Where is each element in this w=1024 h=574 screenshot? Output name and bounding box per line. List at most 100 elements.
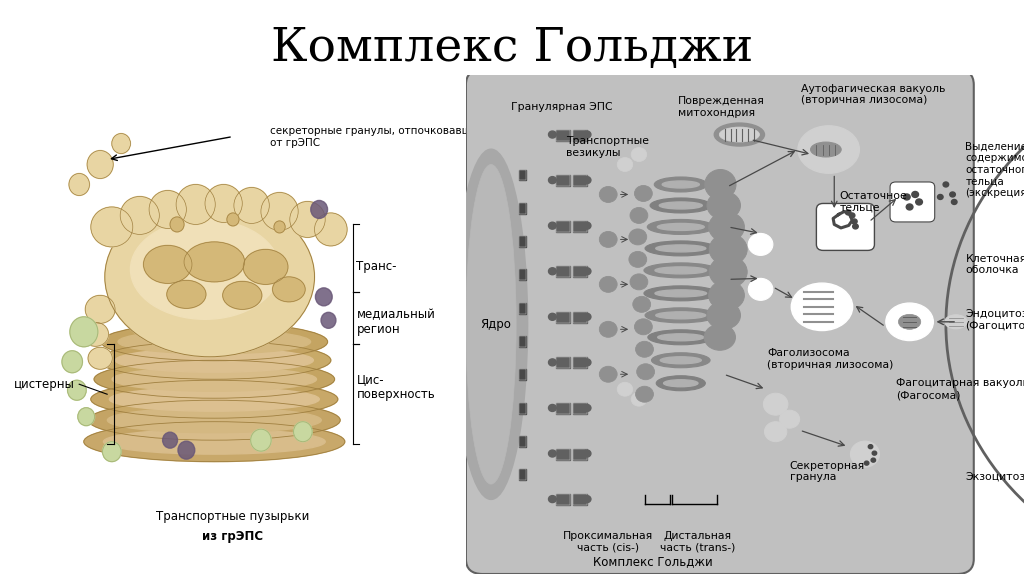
Ellipse shape [91,380,338,418]
Text: Выделение
содержимого
остаточного
тельца
(экскреция): Выделение содержимого остаточного тельца… [966,141,1024,197]
Circle shape [583,450,591,457]
Ellipse shape [656,376,706,391]
Circle shape [629,251,647,267]
Circle shape [617,382,633,396]
Circle shape [549,267,556,275]
Ellipse shape [659,202,702,209]
Circle shape [599,276,617,292]
Bar [519,402,525,413]
Ellipse shape [709,212,744,242]
Bar [519,369,525,380]
Text: Комплекс Гольджи: Комплекс Гольджи [271,26,753,71]
Bar [556,220,570,232]
Ellipse shape [101,323,328,361]
Circle shape [583,131,591,138]
Bar [573,312,587,323]
Circle shape [163,432,177,448]
Ellipse shape [88,400,340,440]
Circle shape [549,495,556,503]
Bar [573,175,587,186]
Text: секреторные гранулы, отпочковавшиеся
от грЭПС: секреторные гранулы, отпочковавшиеся от … [270,126,497,148]
Ellipse shape [455,150,527,499]
Ellipse shape [88,347,113,369]
Circle shape [871,458,876,462]
Ellipse shape [167,280,206,308]
Bar [573,403,587,414]
Bar [556,358,570,369]
Circle shape [549,177,556,184]
Ellipse shape [104,197,314,357]
Circle shape [549,359,556,366]
Circle shape [763,393,787,415]
Bar [573,494,587,505]
Ellipse shape [945,315,967,329]
Bar [519,402,525,413]
Text: Комплекс Гольджи: Комплекс Гольджи [593,555,713,568]
Circle shape [853,224,858,229]
Bar [519,469,525,480]
Text: цистерны: цистерны [14,378,75,391]
Text: медиальный
регион: медиальный регион [356,308,435,336]
Ellipse shape [651,353,710,368]
Ellipse shape [660,357,701,364]
Bar [573,358,587,369]
Bar [556,358,570,369]
Ellipse shape [645,308,717,323]
Circle shape [599,321,617,338]
Ellipse shape [118,330,310,354]
Bar [556,448,570,460]
Circle shape [629,229,647,245]
Circle shape [69,173,89,196]
Bar [573,266,587,277]
Circle shape [583,495,591,503]
Ellipse shape [84,422,345,461]
Ellipse shape [272,277,305,302]
Text: Дистальная
часть (trans-): Дистальная часть (trans-) [659,531,735,552]
Circle shape [294,422,312,441]
Text: Эндоцитоз
(Фагоцитоз): Эндоцитоз (Фагоцитоз) [966,308,1024,330]
Bar [556,403,570,414]
Bar [573,403,587,414]
Ellipse shape [655,245,706,252]
Ellipse shape [205,184,243,223]
Ellipse shape [143,246,191,284]
Circle shape [943,182,948,187]
Bar [556,448,570,460]
Circle shape [951,200,957,204]
Bar [519,336,525,347]
Circle shape [583,405,591,412]
Ellipse shape [650,198,712,213]
Ellipse shape [657,223,705,230]
Ellipse shape [113,367,316,391]
Ellipse shape [655,312,706,319]
Ellipse shape [709,280,744,311]
Bar [519,236,525,247]
Circle shape [906,204,913,210]
Circle shape [315,288,332,306]
Ellipse shape [898,315,921,329]
Circle shape [852,219,857,224]
Ellipse shape [654,177,708,192]
Bar [519,302,525,313]
Bar [519,436,525,447]
FancyBboxPatch shape [890,182,935,222]
Circle shape [102,441,121,461]
Bar [556,130,570,141]
Circle shape [178,441,195,459]
Bar [519,269,525,280]
Ellipse shape [663,181,699,188]
Circle shape [68,380,86,400]
Circle shape [950,192,955,197]
Bar [556,494,570,505]
Text: Секреторная
гранула: Секреторная гранула [790,461,865,482]
Text: Транс-: Транс- [356,261,397,273]
Bar [556,494,570,505]
Ellipse shape [466,165,516,484]
Circle shape [274,221,285,233]
Ellipse shape [233,188,269,223]
Ellipse shape [657,334,703,341]
Bar [519,469,525,480]
FancyBboxPatch shape [466,69,974,574]
Bar [519,269,525,280]
Ellipse shape [811,142,842,157]
